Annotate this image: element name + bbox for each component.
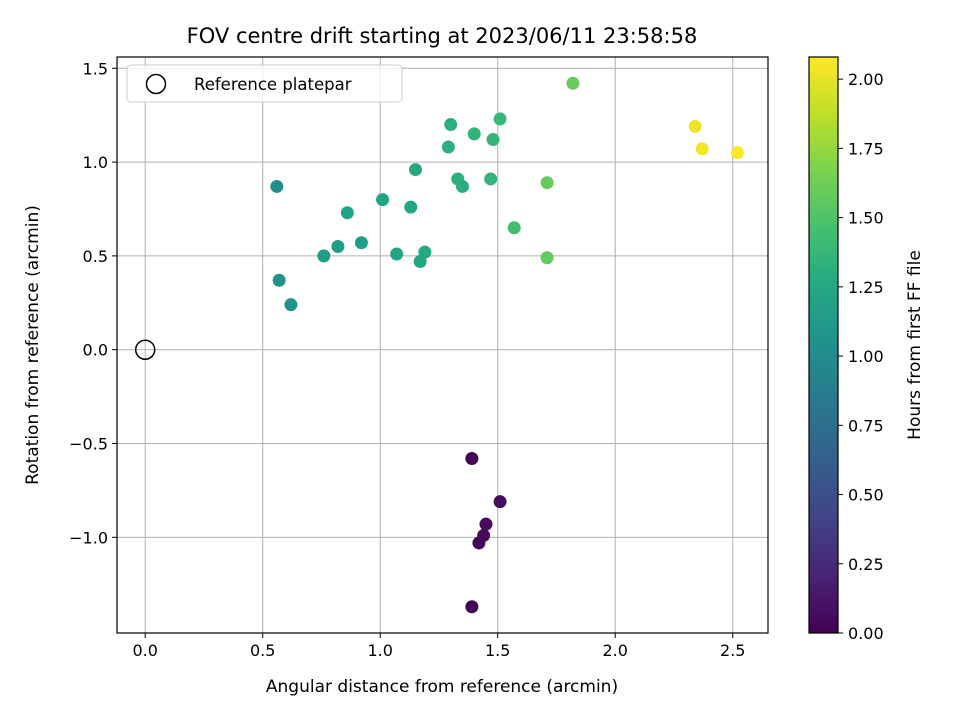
data-point — [376, 193, 390, 207]
colorbar-tick-label: 1.25 — [848, 278, 884, 297]
chart-title: FOV centre drift starting at 2023/06/11 … — [187, 24, 698, 48]
legend: Reference platepar — [126, 64, 403, 103]
data-point — [479, 517, 493, 531]
data-points — [134, 76, 744, 614]
data-point — [730, 146, 744, 160]
colorbar-tick-label: 1.75 — [848, 139, 884, 158]
grid-lines — [117, 57, 768, 633]
y-tick-label: 0.0 — [83, 341, 108, 360]
colorbar-tick-label: 2.00 — [848, 70, 884, 89]
colorbar-tick-label: 0.25 — [848, 555, 884, 574]
data-point — [284, 298, 298, 312]
plot-frame — [116, 56, 769, 634]
data-point — [404, 200, 418, 214]
x-axis-ticks: 0.0 0.5 1.0 1.5 2.0 2.5 — [132, 633, 745, 660]
data-point — [272, 273, 286, 287]
x-tick-label: 2.0 — [603, 641, 628, 660]
y-tick-label: −1.0 — [69, 528, 108, 547]
y-tick-label: 1.5 — [83, 59, 108, 78]
data-point — [477, 528, 491, 542]
data-point — [486, 133, 500, 147]
data-point — [331, 239, 345, 253]
x-tick-label: 0.5 — [250, 641, 275, 660]
legend-entry-reference: Reference platepar — [194, 75, 352, 94]
colorbar-tick-label: 0.75 — [848, 416, 884, 435]
data-point — [467, 127, 481, 141]
y-axis-label: Rotation from reference (arcmin) — [23, 205, 43, 485]
colorbar-gradient — [809, 57, 838, 633]
y-axis-ticks: −1.0 −0.5 0.0 0.5 1.0 1.5 — [69, 59, 117, 547]
colorbar-tick-label: 0.50 — [848, 486, 884, 505]
data-point — [270, 179, 284, 193]
colorbar-tick-label: 1.50 — [848, 209, 884, 228]
data-point — [465, 452, 479, 466]
colorbar-tick-label: 0.00 — [848, 624, 884, 643]
data-point — [688, 119, 702, 133]
reference-platepar-marker — [134, 339, 156, 360]
data-point — [540, 176, 554, 190]
data-point — [465, 600, 479, 614]
colorbar-tick-label: 1.00 — [848, 347, 884, 366]
data-point — [484, 172, 498, 186]
x-tick-label: 1.0 — [367, 641, 392, 660]
data-point — [455, 179, 469, 193]
colorbar-ticks: 0.00 0.25 0.50 0.75 1.00 1.25 1.50 1.75 2.00 — [838, 70, 884, 643]
x-tick-label: 1.5 — [485, 641, 510, 660]
legend-marker-reference — [145, 73, 167, 95]
data-point — [317, 249, 331, 263]
data-point — [444, 118, 458, 132]
data-point — [566, 76, 580, 90]
y-tick-label: −0.5 — [69, 435, 108, 454]
data-point — [418, 245, 432, 259]
y-tick-label: 0.5 — [83, 247, 108, 266]
data-point — [408, 163, 422, 177]
legend-frame — [126, 64, 403, 103]
data-point — [493, 495, 507, 509]
data-point — [390, 247, 404, 261]
x-tick-label: 0.0 — [132, 641, 157, 660]
data-point — [540, 251, 554, 265]
x-tick-label: 2.5 — [720, 641, 745, 660]
colorbar-frame — [808, 56, 839, 634]
colorbar: 0.00 0.25 0.50 0.75 1.00 1.25 1.50 1.75 2.00 Hou… — [808, 56, 925, 643]
colorbar-label: Hours from first FF file — [905, 250, 925, 440]
data-point — [441, 140, 455, 154]
data-point — [695, 142, 709, 156]
y-tick-label: 1.0 — [83, 153, 108, 172]
data-point — [354, 236, 368, 250]
data-point — [493, 112, 507, 126]
x-axis-label: Angular distance from reference (arcmin) — [266, 677, 618, 697]
data-point — [507, 221, 521, 235]
data-point — [340, 206, 354, 220]
